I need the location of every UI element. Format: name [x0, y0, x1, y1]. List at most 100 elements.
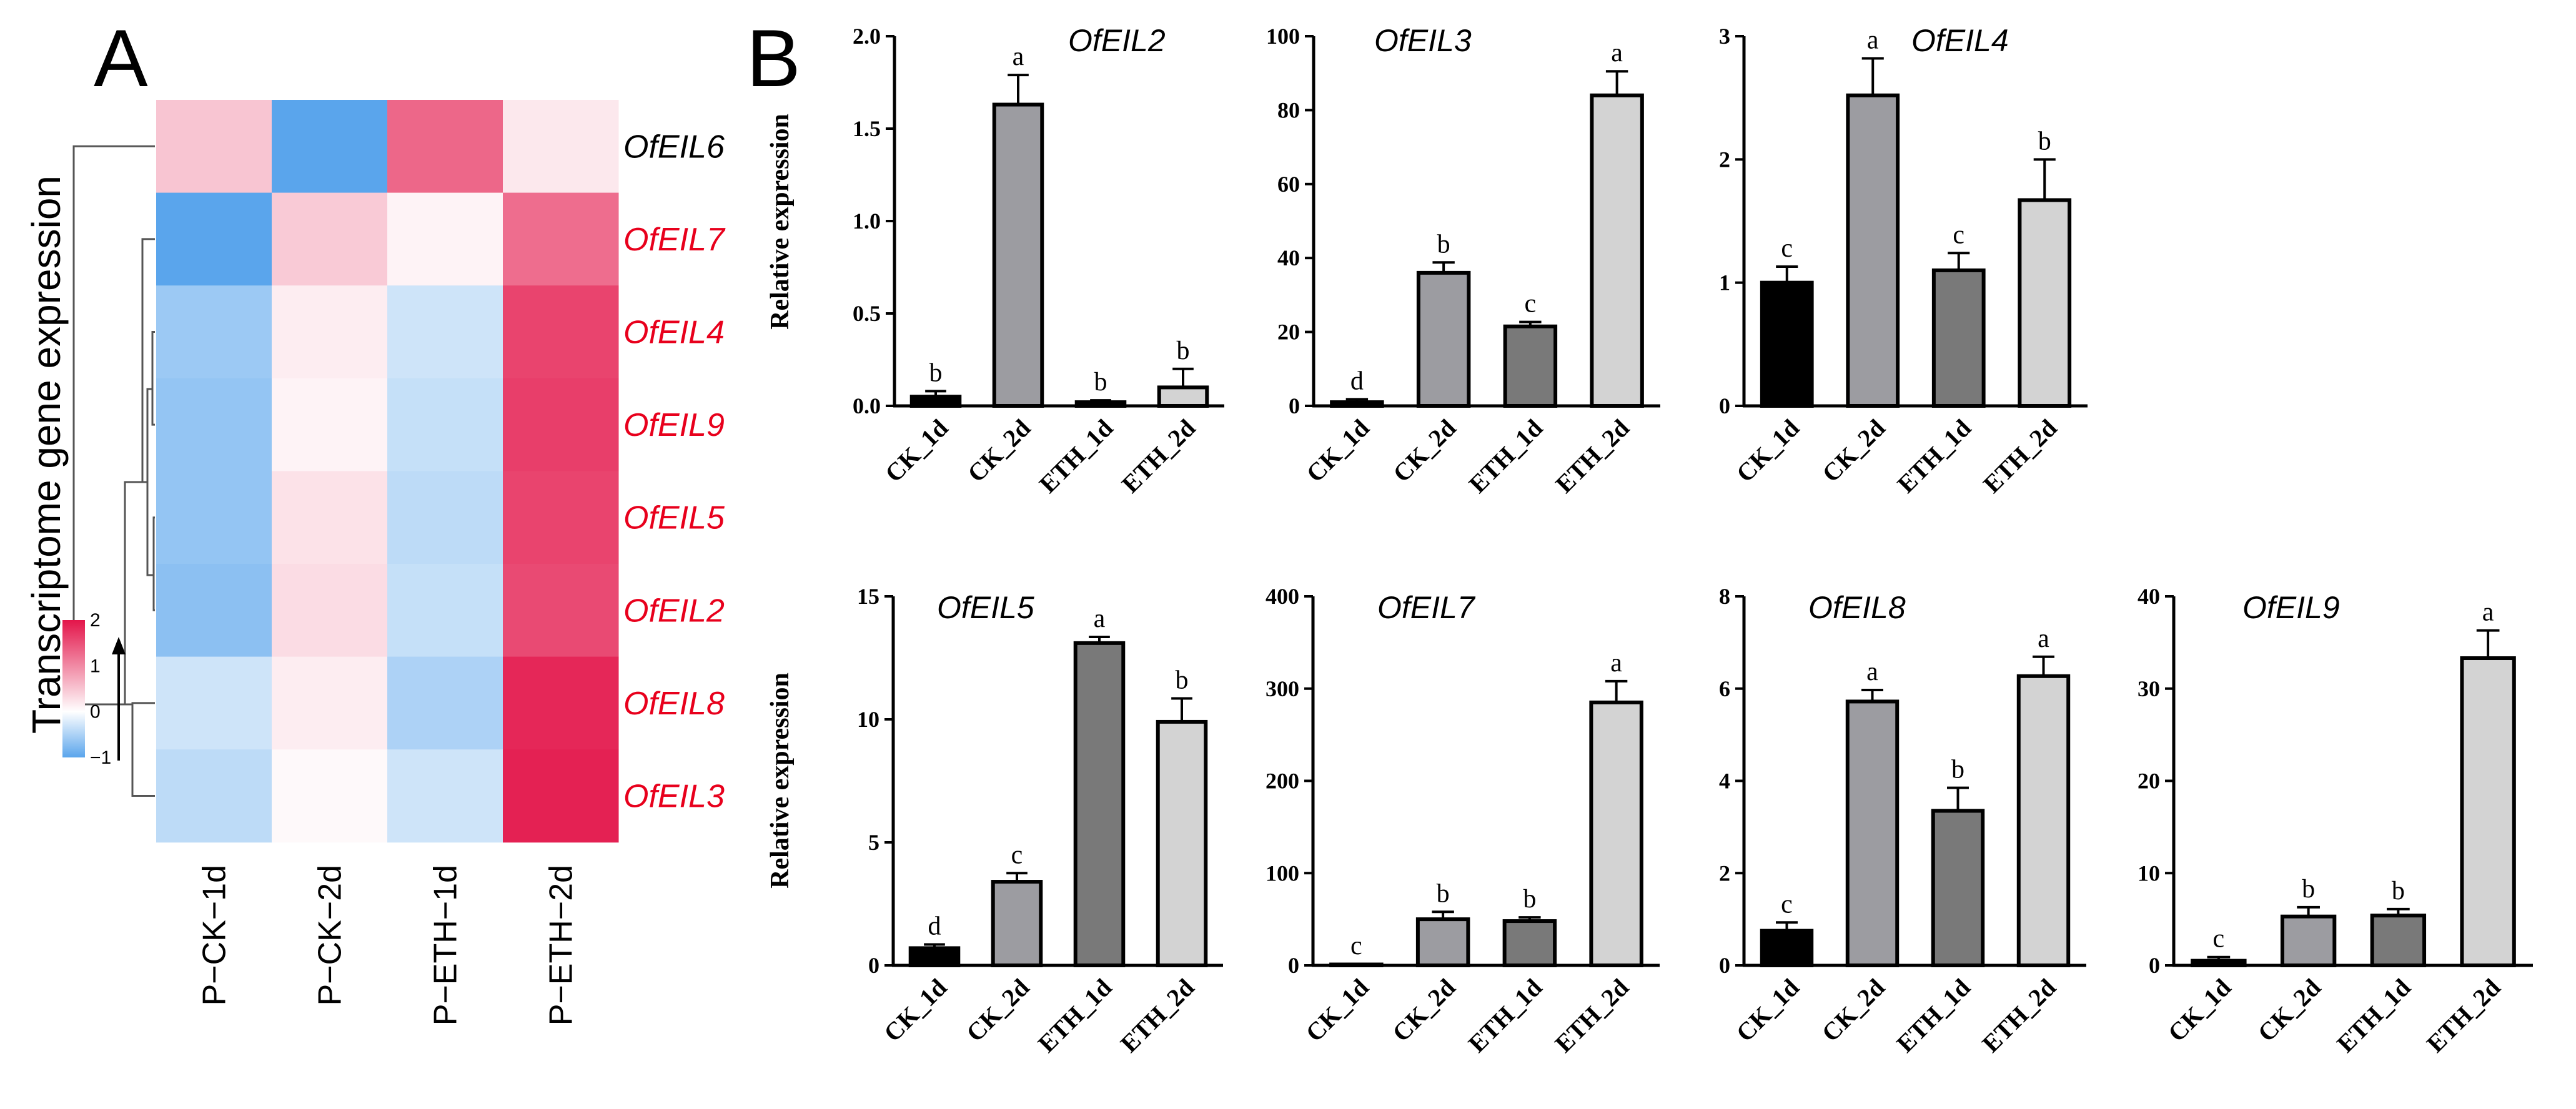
- color-scale-tick-label: 2: [90, 610, 101, 631]
- scale-arrow-head: [112, 637, 126, 654]
- heatmap-cell: [387, 471, 503, 564]
- bar-chart-ofeil7: 0 100 200 300 400 c CK_1d b CK_2d b ETH_1d a ETH_2d O…: [1266, 584, 1660, 1058]
- heatmap-cell: [156, 656, 272, 750]
- bar: [2018, 198, 2072, 408]
- bar: [908, 946, 961, 968]
- bar: [909, 395, 962, 408]
- dendrogram-branch: [152, 516, 155, 611]
- bar-chart-title: OfEIL5: [937, 590, 1034, 625]
- x-tick-label: CK_1d: [2162, 973, 2236, 1047]
- significance-letter: b: [1176, 666, 1189, 695]
- heatmap-cell: [387, 378, 503, 471]
- x-tick-label: ETH_2d: [1976, 973, 2061, 1058]
- dendrogram-branch: [151, 331, 155, 426]
- color-scale-tick-label: −1: [90, 747, 111, 768]
- heatmap-row-label: OfEIL7: [623, 222, 726, 258]
- significance-letter: b: [2302, 875, 2315, 904]
- heatmap-cell: [503, 378, 619, 471]
- y-tick-label: 60: [1277, 172, 1300, 197]
- x-tick-label: ETH_1d: [1892, 414, 1977, 499]
- color-scale-tick-label: 1: [90, 656, 101, 676]
- bar-chart-title: OfEIL9: [2242, 590, 2340, 625]
- significance-letter: b: [1177, 337, 1190, 365]
- y-tick-label: 200: [1266, 769, 1299, 794]
- x-tick-label: ETH_1d: [1033, 973, 1117, 1058]
- x-tick-label: ETH_2d: [1115, 973, 1200, 1058]
- y-tick-label: 2: [1719, 860, 1730, 885]
- significance-letter: b: [929, 358, 943, 387]
- x-tick-label: ETH_1d: [1034, 414, 1119, 499]
- x-tick-label: ETH_2d: [2421, 973, 2506, 1058]
- y-tick-label: 400: [1266, 584, 1299, 609]
- bar: [1589, 700, 1643, 967]
- y-tick-label: 2.0: [853, 24, 881, 49]
- heatmap-cell: [503, 749, 619, 843]
- bar: [992, 102, 1044, 408]
- significance-letter: b: [1523, 885, 1536, 914]
- y-tick-label: 0: [1288, 953, 1299, 978]
- y-tick-label: 300: [1266, 676, 1299, 701]
- heatmap-cell: [387, 564, 503, 658]
- heatmap-cell: [272, 656, 388, 750]
- y-tick-label: 1.0: [853, 209, 881, 234]
- x-tick-label: ETH_2d: [1550, 414, 1635, 499]
- heatmap-cell: [156, 471, 272, 564]
- bar-chart-ofeil2: 0.0 0.5 1.0 1.5 2.0 b CK_1d a CK_2d b ETH_1d b ETH_2…: [766, 23, 1224, 498]
- x-tick-label: CK_1d: [1731, 973, 1805, 1047]
- y-tick-label: 10: [2138, 860, 2160, 885]
- significance-letter: a: [1611, 39, 1623, 67]
- heatmap-column-label: P−CK−1d: [197, 865, 233, 1006]
- bar: [2460, 656, 2516, 968]
- bar: [2016, 674, 2071, 967]
- heatmap-cell: [503, 564, 619, 658]
- x-tick-label: CK_1d: [1300, 414, 1374, 488]
- heatmap-cell: [272, 100, 388, 194]
- heatmap: Transcriptome gene expression OfEIL6OfEI…: [24, 100, 726, 1025]
- heatmap-row-label: OfEIL5: [623, 500, 725, 536]
- x-tick-label: CK_1d: [878, 973, 952, 1047]
- heatmap-cell: [503, 285, 619, 379]
- x-tick-label: CK_2d: [961, 973, 1034, 1047]
- bar: [1073, 641, 1126, 967]
- x-tick-label: ETH_2d: [1549, 973, 1634, 1058]
- bar-chart-title: OfEIL2: [1068, 23, 1166, 58]
- bar-chart-title: OfEIL7: [1377, 590, 1476, 625]
- bar-chart-ofeil3: 0 20 40 60 80 100 d CK_1d b CK_2d c ETH_1d a ETH_2d Of…: [1266, 23, 1660, 498]
- significance-letter: b: [1437, 879, 1450, 908]
- significance-letter: c: [1781, 234, 1793, 263]
- heatmap-cells: [156, 100, 619, 843]
- significance-letter: a: [2482, 598, 2494, 627]
- significance-letter: c: [2213, 925, 2225, 954]
- significance-letter: d: [928, 912, 941, 941]
- heatmap-row-labels: OfEIL6 OfEIL7 OfEIL4 OfEIL9 OfEIL5 OfEIL2 OfEI…: [623, 129, 726, 814]
- x-tick-label: ETH_1d: [1464, 414, 1548, 499]
- heatmap-row-label: OfEIL6: [623, 129, 725, 165]
- x-tick-label: CK_2d: [1387, 414, 1461, 488]
- heatmap-cell: [156, 100, 272, 194]
- y-tick-label: 15: [857, 584, 879, 609]
- heatmap-cell: [156, 564, 272, 658]
- bar: [1845, 699, 1900, 968]
- bar-chart-ofeil4: 0 1 2 3 c CK_1d a CK_2d c ETH_1d b ETH_2d OfEIL4: [1719, 23, 2088, 498]
- x-tick-label: ETH_2d: [1116, 414, 1201, 499]
- y-tick-label: 0: [2149, 953, 2160, 978]
- bar: [2280, 914, 2337, 968]
- row-dendrogram: [72, 145, 155, 797]
- y-tick-label: 10: [857, 707, 879, 732]
- y-tick-label: 0: [1719, 953, 1730, 978]
- y-tick-label: 1: [1719, 270, 1730, 295]
- significance-letter: c: [1011, 840, 1023, 869]
- x-tick-label: ETH_1d: [1463, 973, 1548, 1058]
- bar-charts: 0.00.51.01.52.0bCK_1daCK_2dbETH_1dbETH_2…: [766, 23, 2533, 1058]
- y-tick-label: 20: [2138, 769, 2160, 794]
- significance-letter: a: [2038, 624, 2049, 653]
- heatmap-cell: [272, 192, 388, 286]
- bar: [1074, 400, 1127, 408]
- significance-letter: b: [1437, 230, 1450, 259]
- heatmap-cell: [272, 378, 388, 471]
- x-tick-label: CK_2d: [1387, 973, 1460, 1047]
- significance-letter: b: [1094, 368, 1107, 397]
- color-scale-bar: [62, 620, 85, 757]
- y-tick-label: 0.5: [853, 301, 881, 326]
